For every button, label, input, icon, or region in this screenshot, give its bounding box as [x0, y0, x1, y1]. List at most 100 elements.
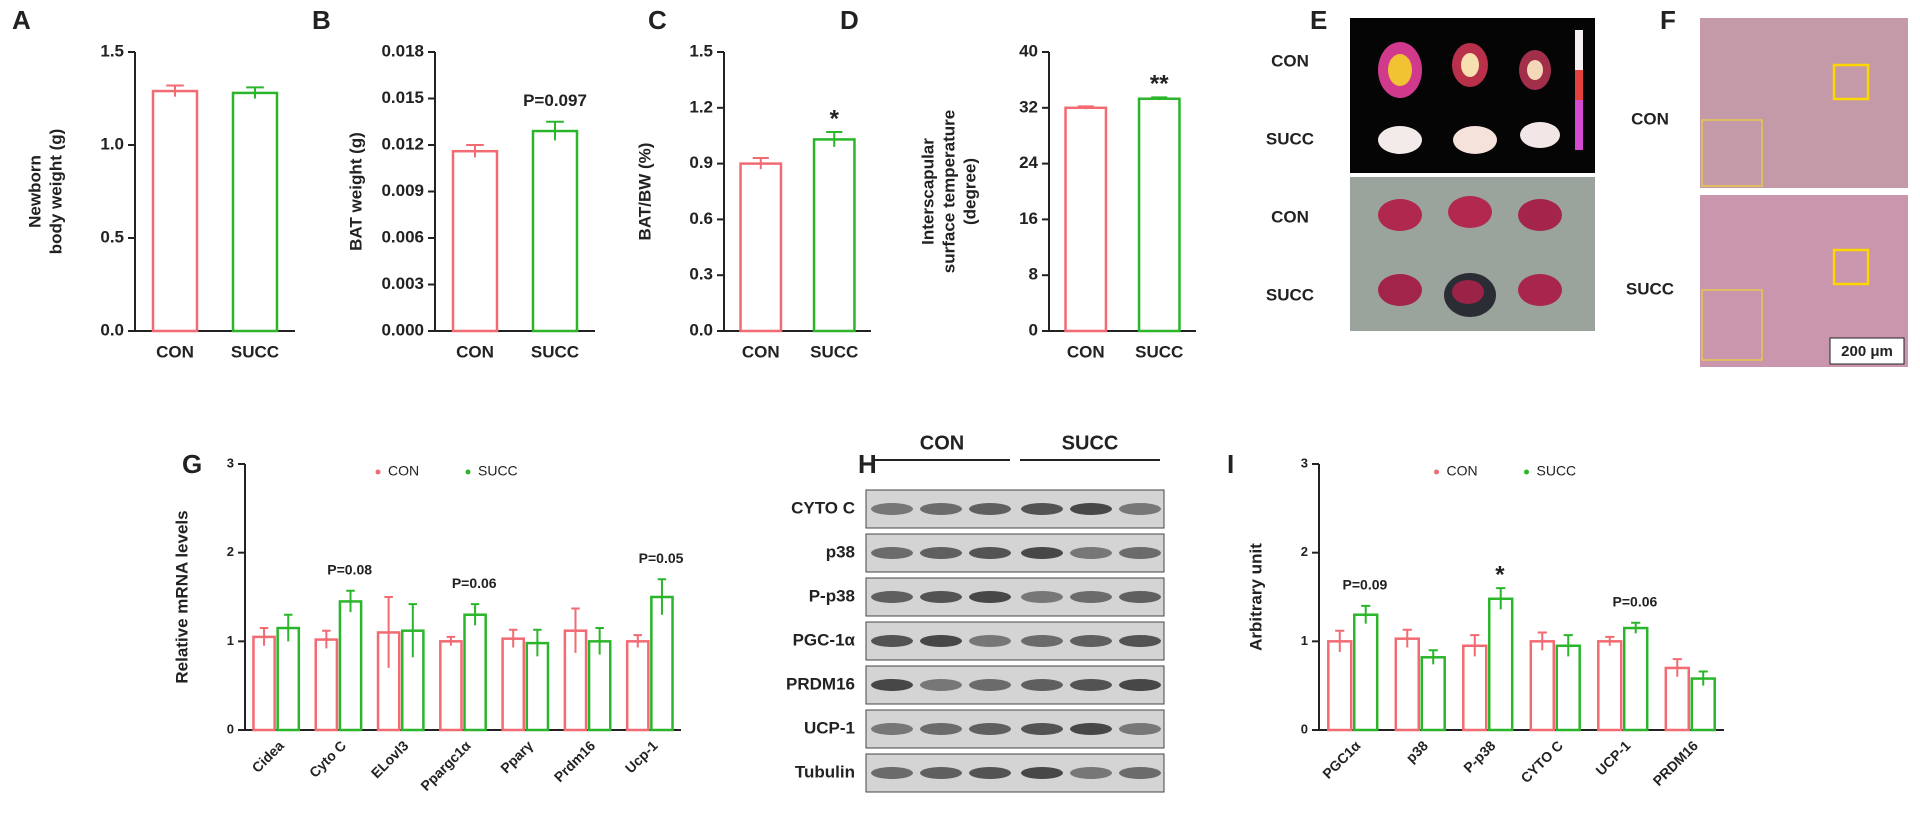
error-bar [571, 607, 580, 653]
error-bar [1672, 658, 1682, 677]
row-label: Tubulin [795, 762, 855, 781]
bar [531, 129, 579, 333]
y-tick-label: 16 [1019, 209, 1038, 228]
row-label: CON [1631, 109, 1669, 128]
blot-band [969, 547, 1011, 559]
y-tick-label: 0.9 [689, 153, 713, 172]
blot-strip [865, 753, 1165, 793]
x-tick-label: SUCC [1135, 342, 1183, 361]
panel-letter: E [1310, 5, 1327, 35]
x-tick-label: Prdm16 [551, 737, 599, 785]
blot-band [871, 591, 913, 603]
y-tick-label: 1.2 [689, 97, 713, 116]
y-axis-label: Interscapular [918, 138, 937, 245]
x-tick-label: CON [1067, 342, 1105, 361]
y-tick-label: 1 [227, 633, 234, 648]
legend-marker [1434, 469, 1439, 475]
error-bar [446, 635, 456, 646]
row-label: PRDM16 [786, 674, 855, 693]
error-bar [408, 603, 418, 658]
bar [151, 89, 199, 333]
y-tick-label: 0.3 [689, 265, 713, 284]
bar [1462, 644, 1488, 732]
row-label: P-p38 [809, 586, 855, 605]
blot-band [1070, 723, 1112, 735]
panel-letter: G [182, 449, 202, 479]
x-tick-label: ELovl3 [368, 737, 412, 781]
blot-band [969, 767, 1011, 779]
bar [1420, 656, 1446, 732]
y-tick-label: 0.000 [381, 320, 424, 339]
y-tick-label: 0.018 [381, 41, 424, 60]
blot-strip [865, 489, 1165, 529]
error-bar [595, 627, 604, 655]
error-bar [1335, 629, 1345, 652]
bar [1353, 613, 1379, 732]
y-tick-label: 0.012 [381, 134, 424, 153]
bar [1555, 644, 1581, 732]
y-tick-label: 1.5 [689, 41, 713, 60]
y-tick-label: 3 [227, 455, 234, 470]
blot-band [1021, 679, 1063, 691]
panel-letter: A [12, 5, 31, 35]
y-tick-label: 32 [1019, 97, 1038, 116]
x-tick-label: Pparγ [497, 737, 536, 776]
y-tick-label: 1 [1301, 633, 1308, 648]
legend-marker [1524, 469, 1529, 475]
bar [338, 600, 363, 732]
y-axis-label: BAT/BW (%) [635, 143, 654, 241]
x-tick-label: CON [742, 342, 780, 361]
bar [1488, 597, 1514, 732]
y-tick-label: 1.0 [100, 134, 124, 153]
blot-band [969, 635, 1011, 647]
x-tick-label: SUCC [231, 342, 279, 361]
bar [1623, 626, 1649, 732]
blot-band [1021, 767, 1063, 779]
error-bar [1428, 649, 1438, 665]
y-tick-label: 0.6 [689, 209, 713, 228]
blot-band [871, 547, 913, 559]
bar [276, 626, 301, 732]
bar [1597, 640, 1623, 732]
western-blot [865, 459, 1165, 793]
row-label: SUCC [1266, 129, 1314, 148]
y-tick-label: 0.003 [381, 274, 424, 293]
blot-band [969, 679, 1011, 691]
blot-band [920, 767, 962, 779]
y-tick-label: 2 [1301, 544, 1308, 559]
error-bar [246, 86, 264, 99]
row-label: p38 [826, 542, 855, 561]
legend-label: CON [1447, 463, 1478, 479]
blot-strip [865, 665, 1165, 705]
error-bar [633, 634, 643, 648]
error-bar [657, 578, 667, 615]
blot-band [1119, 591, 1161, 603]
y-tick-label: 0.0 [689, 320, 713, 339]
panel-letter: F [1660, 5, 1676, 35]
bar [1690, 677, 1716, 732]
error-bar [1077, 105, 1094, 110]
row-label: SUCC [1626, 279, 1674, 298]
annotation: P=0.097 [523, 91, 587, 110]
error-bar [384, 596, 393, 668]
legend-marker [465, 469, 471, 475]
bar [314, 638, 339, 732]
bar [1064, 106, 1108, 333]
x-tick-label: CON [156, 342, 194, 361]
error-bar [1361, 604, 1371, 624]
blot-band [920, 679, 962, 691]
error-bar [470, 603, 480, 626]
annotation: P=0.08 [327, 561, 372, 577]
bar [650, 595, 674, 732]
bar [1394, 637, 1421, 732]
x-tick-label: P-p38 [1460, 737, 1498, 775]
tissue-photo [1350, 177, 1595, 331]
blot-band [1119, 679, 1161, 691]
y-tick-label: 2 [227, 544, 234, 559]
scale-bar-label: 200 μm [1841, 343, 1893, 360]
blot-band [1119, 635, 1161, 647]
y-axis-label: BAT weight (g) [346, 132, 365, 251]
blot-band [1070, 591, 1112, 603]
error-bar [546, 120, 564, 141]
blot-strip [865, 621, 1165, 661]
